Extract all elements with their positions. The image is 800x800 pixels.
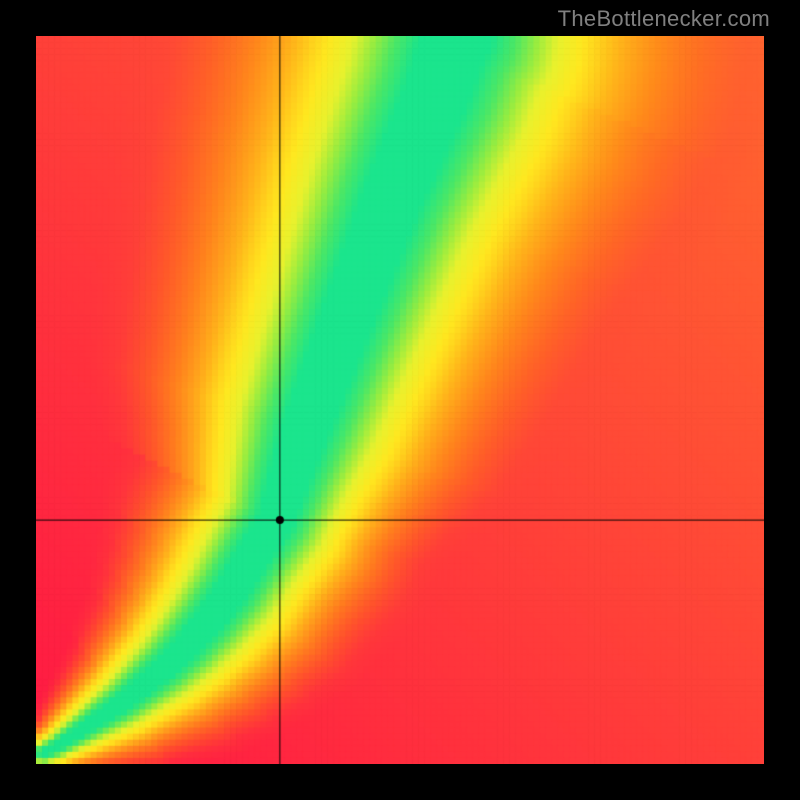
watermark-text: TheBottlenecker.com — [558, 6, 770, 32]
bottleneck-heatmap — [36, 36, 764, 764]
